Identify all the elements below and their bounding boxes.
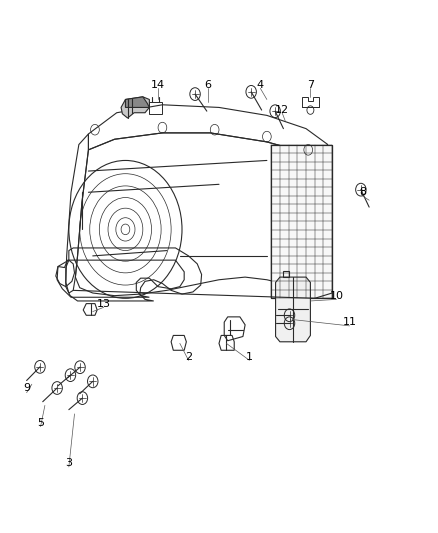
- Text: 9: 9: [23, 383, 30, 393]
- Text: 13: 13: [97, 298, 111, 309]
- Text: 2: 2: [185, 352, 192, 361]
- Polygon shape: [125, 97, 149, 108]
- Text: 1: 1: [246, 352, 253, 361]
- Text: 12: 12: [275, 105, 289, 115]
- Text: 10: 10: [329, 290, 343, 301]
- Text: 7: 7: [307, 79, 314, 90]
- Text: 11: 11: [343, 317, 357, 327]
- Text: 6: 6: [205, 79, 212, 90]
- Polygon shape: [276, 277, 311, 342]
- Text: 3: 3: [65, 458, 72, 467]
- Text: 4: 4: [257, 79, 264, 90]
- Text: 5: 5: [37, 418, 44, 428]
- Text: 14: 14: [151, 79, 165, 90]
- Text: 8: 8: [359, 187, 366, 197]
- Polygon shape: [121, 97, 149, 118]
- Polygon shape: [271, 144, 332, 298]
